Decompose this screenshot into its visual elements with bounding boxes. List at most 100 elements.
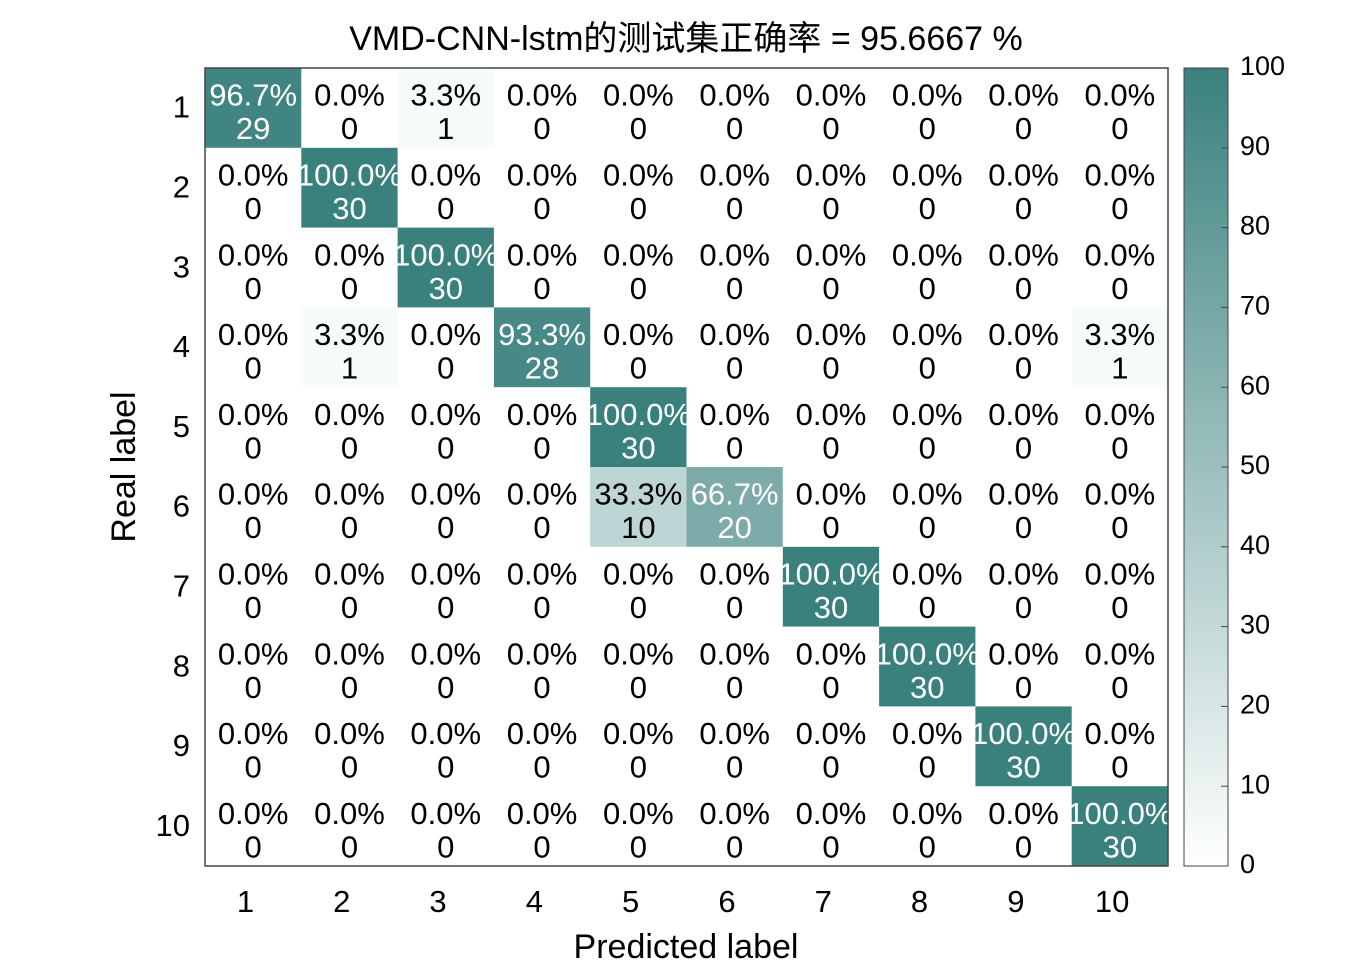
cell-count-label: 0 xyxy=(630,111,647,146)
colorbar-tick-label: 10 xyxy=(1240,769,1270,799)
matrix-cell xyxy=(590,307,687,388)
chart-title: VMD-CNN-lstm的测试集正确率 = 95.6667 % xyxy=(349,20,1023,58)
matrix-cell xyxy=(879,307,976,388)
cell-percentage-label: 0.0% xyxy=(410,397,481,432)
matrix-cell xyxy=(493,307,591,388)
matrix-cell xyxy=(975,626,1073,707)
cell-percentage-label: 0.0% xyxy=(796,317,867,352)
cell-count-label: 0 xyxy=(726,430,743,465)
matrix-cell xyxy=(205,147,302,229)
matrix-cell xyxy=(493,706,591,787)
matrix-cell xyxy=(686,147,784,229)
cell-percentage-label: 0.0% xyxy=(218,237,289,272)
matrix-cell xyxy=(397,706,495,787)
cell-count-label: 0 xyxy=(1111,430,1128,465)
cell-percentage-label: 0.0% xyxy=(892,796,963,831)
cell-count-label: 0 xyxy=(437,670,454,705)
matrix-cell xyxy=(879,786,976,867)
matrix-cell xyxy=(205,68,302,149)
matrix-cell xyxy=(1071,68,1169,149)
cell-count-label: 0 xyxy=(822,829,839,864)
matrix-cell xyxy=(782,227,880,308)
matrix-cell xyxy=(975,546,1073,628)
cell-percentage-label: 0.0% xyxy=(603,796,674,831)
x-tick-label: 3 xyxy=(429,884,446,919)
cell-percentage-label: 0.0% xyxy=(218,796,289,831)
matrix-cell xyxy=(590,147,687,229)
cell-percentage-label: 0.0% xyxy=(699,716,770,751)
cell-count-label: 0 xyxy=(533,670,550,705)
cell-percentage-label: 100.0% xyxy=(971,716,1076,751)
cell-percentage-label: 0.0% xyxy=(314,796,385,831)
cell-percentage-label: 0.0% xyxy=(988,557,1059,592)
colorbar-tick-label: 50 xyxy=(1240,450,1270,480)
matrix-cell xyxy=(975,467,1073,548)
cell-percentage-label: 0.0% xyxy=(410,317,481,352)
cell-count-label: 0 xyxy=(437,510,454,545)
cell-count-label: 0 xyxy=(245,670,262,705)
cell-count-label: 0 xyxy=(533,271,550,306)
cell-count-label: 0 xyxy=(822,351,839,386)
cell-percentage-label: 0.0% xyxy=(892,158,963,193)
matrix-cell xyxy=(301,387,399,468)
matrix-cells xyxy=(205,68,1169,867)
cell-percentage-label: 0.0% xyxy=(892,237,963,272)
cell-percentage-label: 0.0% xyxy=(699,317,770,352)
cell-percentage-label: 0.0% xyxy=(218,477,289,512)
matrix-cell xyxy=(879,706,976,787)
cell-count-label: 0 xyxy=(1111,750,1128,785)
cell-percentage-label: 0.0% xyxy=(1085,636,1156,671)
matrix-cell xyxy=(1071,706,1169,787)
cell-count-label: 0 xyxy=(726,829,743,864)
cell-count-label: 0 xyxy=(533,430,550,465)
matrix-cell xyxy=(879,227,976,308)
colorbar-tick-label: 60 xyxy=(1240,370,1270,400)
cell-count-label: 0 xyxy=(245,510,262,545)
cell-percentage-label: 0.0% xyxy=(507,237,578,272)
matrix-cell xyxy=(590,626,687,707)
cell-percentage-label: 0.0% xyxy=(314,477,385,512)
matrix-cell xyxy=(879,467,976,548)
cell-percentage-label: 33.3% xyxy=(594,477,682,512)
cell-percentage-label: 0.0% xyxy=(1085,237,1156,272)
cell-count-label: 28 xyxy=(525,351,559,386)
cell-percentage-label: 0.0% xyxy=(603,716,674,751)
matrix-cell xyxy=(782,147,880,229)
cell-percentage-label: 0.0% xyxy=(410,636,481,671)
matrix-cell xyxy=(975,68,1073,149)
matrix-cell xyxy=(1071,387,1169,468)
y-tick-label: 5 xyxy=(173,409,190,444)
cell-count-label: 0 xyxy=(822,750,839,785)
cell-count-label: 0 xyxy=(341,430,358,465)
matrix-cell xyxy=(397,546,495,628)
cell-count-label: 0 xyxy=(630,670,647,705)
cell-percentage-label: 0.0% xyxy=(988,397,1059,432)
cell-count-label: 0 xyxy=(533,191,550,226)
matrix-cell xyxy=(397,227,495,308)
matrix-cell xyxy=(879,546,976,628)
matrix-cell xyxy=(975,786,1073,867)
cell-count-label: 0 xyxy=(919,750,936,785)
cell-count-label: 30 xyxy=(814,590,848,625)
cell-count-label: 0 xyxy=(726,590,743,625)
cell-count-label: 0 xyxy=(630,750,647,785)
cell-percentage-label: 0.0% xyxy=(603,237,674,272)
y-tick-labels: 1 2 3 4 5 6 7 8 9 10 xyxy=(156,90,190,843)
cell-percentage-label: 0.0% xyxy=(796,158,867,193)
matrix-cell xyxy=(686,227,784,308)
cell-percentage-label: 93.3% xyxy=(498,317,586,352)
cell-count-label: 0 xyxy=(919,590,936,625)
matrix-cell xyxy=(782,546,880,628)
matrix-cell xyxy=(686,546,784,628)
cell-percentage-label: 0.0% xyxy=(314,78,385,113)
cell-percentage-label: 0.0% xyxy=(314,636,385,671)
matrix-cell xyxy=(205,227,302,308)
x-tick-label: 5 xyxy=(622,884,639,919)
cell-count-label: 0 xyxy=(245,829,262,864)
cell-percentage-label: 0.0% xyxy=(314,716,385,751)
matrix-cell xyxy=(975,227,1073,308)
cell-count-label: 30 xyxy=(332,191,366,226)
x-tick-label: 10 xyxy=(1095,884,1129,919)
cell-count-label: 0 xyxy=(919,510,936,545)
matrix-cell xyxy=(301,227,399,308)
